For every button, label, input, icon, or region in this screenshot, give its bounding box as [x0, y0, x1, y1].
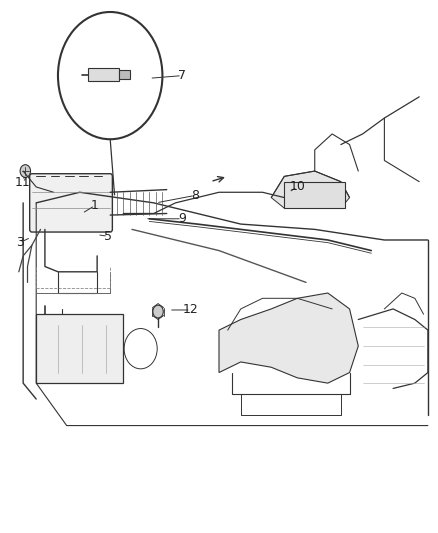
Polygon shape: [271, 171, 350, 208]
Polygon shape: [219, 293, 358, 383]
Bar: [36, 314, 123, 383]
Text: 3: 3: [16, 236, 24, 249]
Circle shape: [20, 165, 31, 177]
Bar: [284, 182, 345, 208]
Text: 12: 12: [183, 303, 198, 317]
FancyBboxPatch shape: [30, 174, 113, 232]
Text: 5: 5: [104, 230, 112, 243]
Text: 11: 11: [14, 176, 30, 189]
Text: 7: 7: [178, 69, 186, 82]
Bar: [119, 70, 130, 79]
Text: 1: 1: [91, 199, 99, 212]
Text: 9: 9: [178, 212, 186, 225]
Bar: [88, 68, 119, 81]
Circle shape: [153, 305, 163, 318]
Text: 8: 8: [191, 189, 199, 202]
Text: 10: 10: [290, 181, 305, 193]
